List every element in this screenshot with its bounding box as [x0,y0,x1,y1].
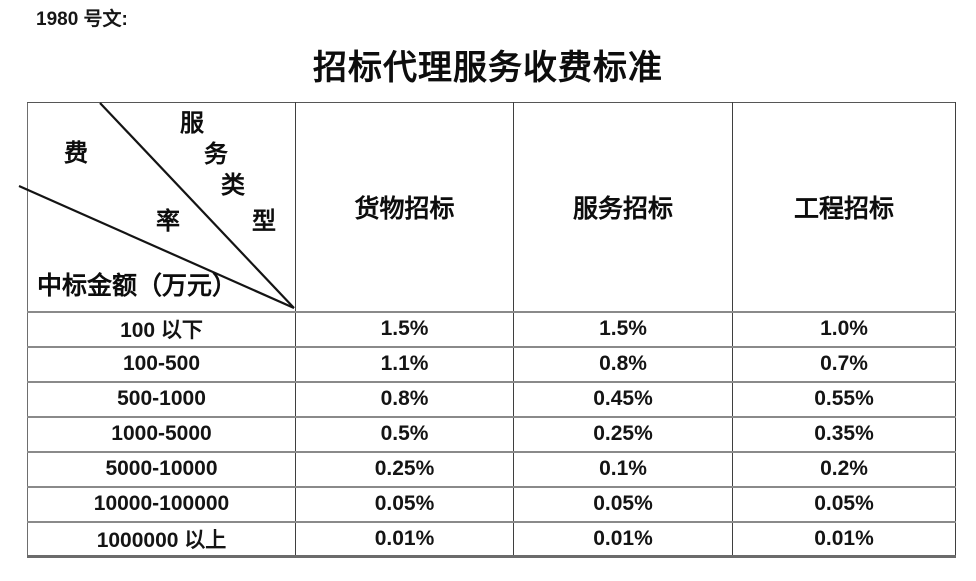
corner-service-type-char: 类 [221,173,245,199]
table-row: 100-500 1.1% 0.8% 0.7% [27,345,956,383]
cell-value: 0.01% [513,520,733,558]
cell-value: 1.5% [295,310,514,348]
corner-amount-label: 中标金额（万元） [37,273,238,300]
cell-value: 0.01% [732,520,956,558]
table-row: 1000-5000 0.5% 0.25% 0.35% [27,415,956,453]
fee-table: 服 务 类 型 费 率 中标金额（万元） 货物招标 服务招标 工程招标 100 … [18,102,956,558]
cell-value: 0.1% [513,450,733,488]
row-label: 1000-5000 [27,415,296,453]
row-label: 500-1000 [27,380,296,418]
row-label: 100-500 [27,345,296,383]
table-row: 500-1000 0.8% 0.45% 0.55% [27,380,956,418]
row-label: 5000-10000 [27,450,296,488]
cell-value: 0.05% [295,485,514,523]
table-row: 1000000 以上 0.01% 0.01% 0.01% [27,520,956,558]
cell-value: 0.8% [295,380,514,418]
table-row: 100 以下 1.5% 1.5% 1.0% [27,310,956,348]
cell-value: 0.35% [732,415,956,453]
table-corner-cell: 服 务 类 型 费 率 中标金额（万元） [18,102,296,313]
cell-value: 0.01% [295,520,514,558]
cell-value: 0.7% [732,345,956,383]
cell-value: 0.05% [513,485,733,523]
table-row: 10000-100000 0.05% 0.05% 0.05% [27,485,956,523]
cell-value: 0.8% [513,345,733,383]
column-header-goods-bidding: 货物招标 [295,102,514,313]
cell-value: 0.25% [295,450,514,488]
corner-service-type-char: 型 [252,209,276,235]
row-label: 100 以下 [27,310,296,348]
table-row: 5000-10000 0.25% 0.1% 0.2% [27,450,956,488]
cell-value: 0.45% [513,380,733,418]
diagonal-line-lower [18,184,295,310]
cell-value: 1.5% [513,310,733,348]
cell-value: 0.25% [513,415,733,453]
column-header-service-bidding: 服务招标 [513,102,733,313]
column-header-works-bidding: 工程招标 [732,102,956,313]
cell-value: 0.2% [732,450,956,488]
row-label: 10000-100000 [27,485,296,523]
corner-fee-rate-char: 费 [64,141,88,167]
table-header-row: 服 务 类 型 费 率 中标金额（万元） 货物招标 服务招标 工程招标 [18,102,956,313]
cell-value: 1.1% [295,345,514,383]
corner-diagonal-lines [18,102,295,310]
corner-service-type-char: 务 [204,142,228,168]
cell-value: 0.55% [732,380,956,418]
cell-value: 0.05% [732,485,956,523]
cell-value: 0.5% [295,415,514,453]
corner-service-type-char: 服 [180,111,204,137]
corner-fee-rate-char: 率 [156,209,180,235]
page-title: 招标代理服务收费标准 [313,50,663,87]
diagonal-line-upper [99,102,295,309]
doc-number-label: 1980 号文: [36,9,128,30]
cell-value: 1.0% [732,310,956,348]
row-label: 1000000 以上 [27,520,296,558]
